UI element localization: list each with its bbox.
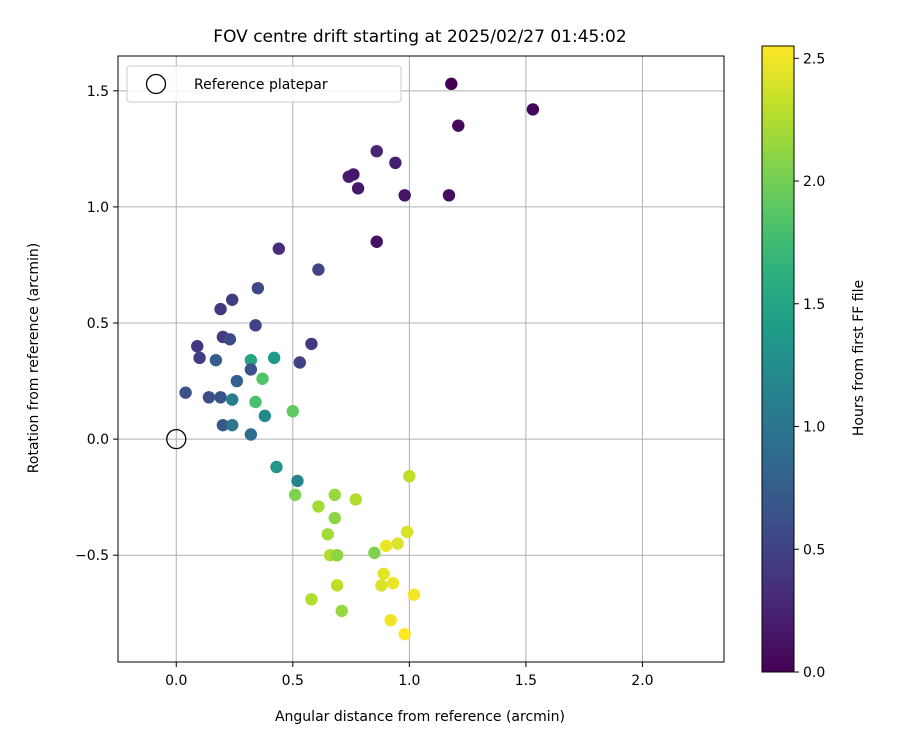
data-point <box>370 235 383 248</box>
data-point <box>216 418 230 432</box>
data-point <box>349 493 362 506</box>
colorbar-label: Hours from first FF file <box>851 280 867 436</box>
data-point <box>312 500 325 513</box>
data-point <box>191 340 204 353</box>
legend-frame <box>126 65 402 103</box>
data-point <box>244 353 258 367</box>
data-point <box>230 374 244 388</box>
axes-frame <box>117 55 725 663</box>
data-point <box>442 189 456 202</box>
data-point <box>407 588 421 601</box>
data-point <box>389 156 402 170</box>
data-point <box>386 576 400 590</box>
data-point <box>226 293 239 306</box>
data-point <box>249 319 262 332</box>
colorbar: 0.0 0.5 1.0 1.5 2.0 2.5 <box>761 45 825 681</box>
data-point <box>202 391 216 404</box>
data-point <box>379 539 393 553</box>
data-point <box>526 103 540 116</box>
data-point <box>193 351 206 365</box>
y-tick-label: 1.0 <box>87 200 109 216</box>
data-point <box>256 372 269 385</box>
data-point <box>258 409 272 423</box>
colorbar-tick-label: 2.0 <box>803 174 825 190</box>
colorbar-bar <box>761 45 795 673</box>
data-point <box>286 405 300 418</box>
colorbar-tick-label: 2.5 <box>803 51 825 67</box>
legend-reference-label: Reference platepar <box>194 77 328 93</box>
data-point <box>288 488 302 502</box>
y-tick-label: 1.5 <box>87 84 109 100</box>
data-point <box>330 579 344 592</box>
colorbar-tick-label: 0.0 <box>803 665 825 681</box>
data-point <box>347 168 360 181</box>
legend: Reference platepar <box>126 65 402 103</box>
chart-title: FOV centre drift starting at 2025/02/27 … <box>213 27 626 47</box>
data-point <box>398 627 411 641</box>
data-point <box>330 548 344 562</box>
data-point <box>226 393 239 406</box>
x-tick-label: 0.5 <box>282 673 304 689</box>
colorbar-tick-label: 0.5 <box>803 542 825 558</box>
data-point <box>398 189 411 202</box>
data-point <box>403 470 416 483</box>
data-point <box>321 528 334 541</box>
data-point <box>270 460 283 474</box>
data-point <box>249 395 262 409</box>
data-point <box>223 333 237 346</box>
data-point <box>375 579 388 592</box>
x-tick-label: 2.0 <box>631 673 653 689</box>
x-tick-label: 1.5 <box>515 673 537 689</box>
plot-area: 0.0 0.5 1.0 1.5 2.0 −0.5 0.0 0.5 1.0 1.5 <box>75 55 725 689</box>
data-point <box>293 356 306 369</box>
data-point <box>291 474 304 488</box>
x-tick-label: 1.0 <box>398 673 420 689</box>
data-point <box>251 281 265 295</box>
data-point <box>214 302 227 316</box>
y-tick-label: 0.0 <box>87 432 109 448</box>
colorbar-tick-label: 1.0 <box>803 420 825 436</box>
data-point <box>328 511 341 525</box>
data-point <box>368 546 381 560</box>
legend-reference-marker <box>145 73 167 95</box>
data-point <box>214 391 227 404</box>
data-point <box>377 567 390 580</box>
data-point <box>226 418 239 432</box>
y-axis-label: Rotation from reference (arcmin) <box>26 243 42 473</box>
data-point <box>244 428 258 441</box>
data-point <box>445 77 458 91</box>
data-point <box>305 337 318 351</box>
data-point <box>370 144 383 158</box>
data-point <box>305 593 318 606</box>
colorbar-tick-label: 1.5 <box>803 297 825 313</box>
x-axis-label: Angular distance from reference (arcmin) <box>275 709 565 725</box>
data-point <box>312 263 325 276</box>
data-point <box>244 363 258 376</box>
y-tick-label: −0.5 <box>75 548 109 564</box>
data-point <box>335 604 348 618</box>
data-point <box>452 119 465 132</box>
data-point <box>328 488 341 502</box>
data-point <box>267 351 281 365</box>
data-point <box>391 537 404 550</box>
x-tick-label: 0.0 <box>165 673 187 689</box>
data-point <box>209 353 223 367</box>
reference-platepar-marker <box>166 428 187 450</box>
data-point <box>400 525 414 539</box>
data-point <box>272 242 286 255</box>
y-tick-label: 0.5 <box>87 316 109 332</box>
data-point <box>384 614 397 627</box>
data-point <box>351 182 365 195</box>
data-point <box>179 386 192 399</box>
